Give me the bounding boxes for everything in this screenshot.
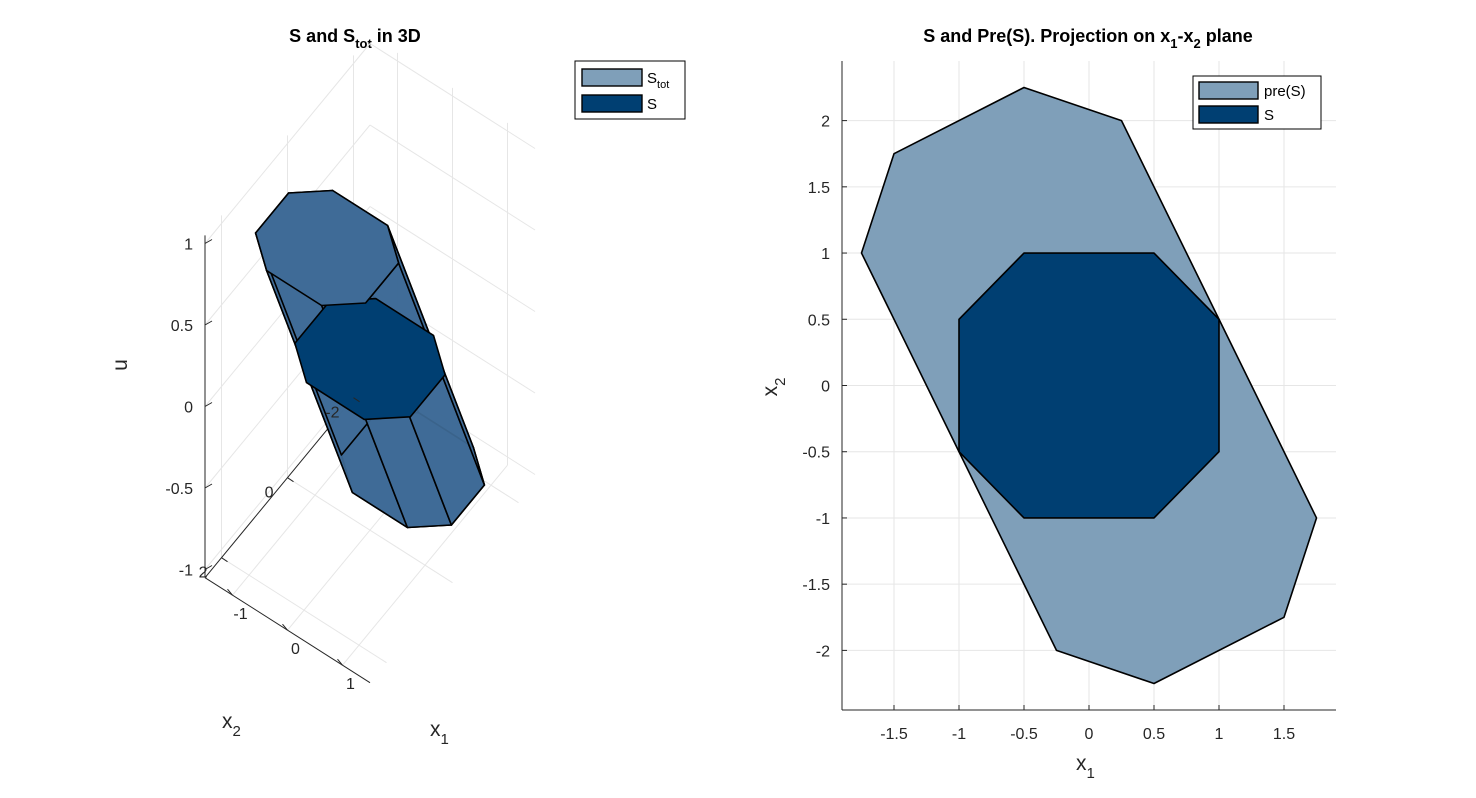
chart-3d-ticks: -1 -0.5 0 0.5 1 -2 0 2 -1 0 1 [165,237,360,693]
z-tick-label: 0 [184,400,193,417]
chart-3d-xlabel: x1 [430,718,449,748]
y-tick-label: 1.5 [808,180,830,197]
x-tick-label: 1 [1215,726,1224,743]
x-tick-label: 0 [1085,726,1094,743]
chart-2d-ylabel: x2 [759,378,789,397]
chart-3d-zlabel: u [109,359,132,371]
legend-swatch-pre-s [1198,81,1259,100]
legend-swatch-s [581,94,643,113]
legend-label-pre-s: pre(S) [1264,83,1306,100]
chart-2d: S and Pre(S). Projection on x1-x2 plane … [759,26,1336,782]
y-tick-label: -0.5 [802,445,830,462]
stot-top-face [254,189,400,307]
y-tick-mark [353,397,360,403]
z-tick-label: -0.5 [165,481,193,498]
chart-3d-legend: Stot S [574,60,686,120]
grid-line [369,43,536,149]
y-tick-mark [287,477,294,483]
z-tick-mark [204,239,213,244]
z-tick-mark [204,483,213,489]
grid-line [204,43,371,244]
x-tick-mark [227,588,233,596]
legend-swatch-s-2d [1198,105,1259,124]
chart-3d: S and Stot in 3D -1 -0.5 0 0.5 1 -2 0 2 -1 0 1 u x… [109,26,686,748]
x-tick-label: -1 [233,606,247,623]
chart-2d-xlabel: x1 [1076,752,1095,782]
x-tick-label: 1 [346,676,355,693]
x-tick-mark [337,658,343,666]
x-tick-label: -1 [952,726,966,743]
z-tick-label: 1 [184,237,193,254]
chart-3d-solids [254,189,486,529]
legend-label-s: S [647,96,657,113]
x-tick-label: 0 [291,641,300,658]
y-tick-label: -2 [325,405,339,422]
z-tick-mark [204,320,213,326]
y-tick-label: 0.5 [808,312,830,329]
y-tick-label: 0 [821,379,830,396]
x-tick-mark [282,623,288,631]
x-tick-label: 1.5 [1273,726,1295,743]
y-tick-label: 1 [821,246,830,263]
z-tick-mark [204,402,213,407]
chart-2d-legend: pre(S) S [1192,75,1322,130]
y-tick-label: 2 [821,114,830,131]
series-s-area [958,252,1220,519]
grid-line [369,124,536,231]
x-tick-label: -0.5 [1010,726,1038,743]
z-tick-label: 0.5 [171,318,193,335]
z-tick-mark [204,565,213,570]
legend-label-s-2d: S [1264,107,1274,124]
y-tick-label: 0 [265,485,274,502]
chart-3d-ylabel: x2 [222,710,241,740]
y-tick-label: 2 [199,565,208,582]
grid-line [369,206,536,312]
chart-3d-title: S and Stot in 3D [289,26,421,51]
chart-2d-title: S and Pre(S). Projection on x1-x2 plane [923,26,1253,51]
grid-line [221,557,387,664]
y-tick-label: -2 [816,643,830,660]
legend-label-stot: Stot [647,70,669,91]
legend-swatch-stot [581,68,643,87]
grid-line [287,477,453,584]
y-tick-label: -1 [816,511,830,528]
chart-2d-ticks: -1.5 -1 -0.5 0 0.5 1 1.5 -2 -1.5 -1 -0.5 0 0.5 1 1.5 2 [802,114,1295,743]
x-tick-label: 0.5 [1143,726,1165,743]
y-tick-label: -1.5 [802,577,830,594]
x-tick-label: -1.5 [880,726,908,743]
y-tick-mark [221,557,228,563]
z-tick-label: -1 [179,563,193,580]
